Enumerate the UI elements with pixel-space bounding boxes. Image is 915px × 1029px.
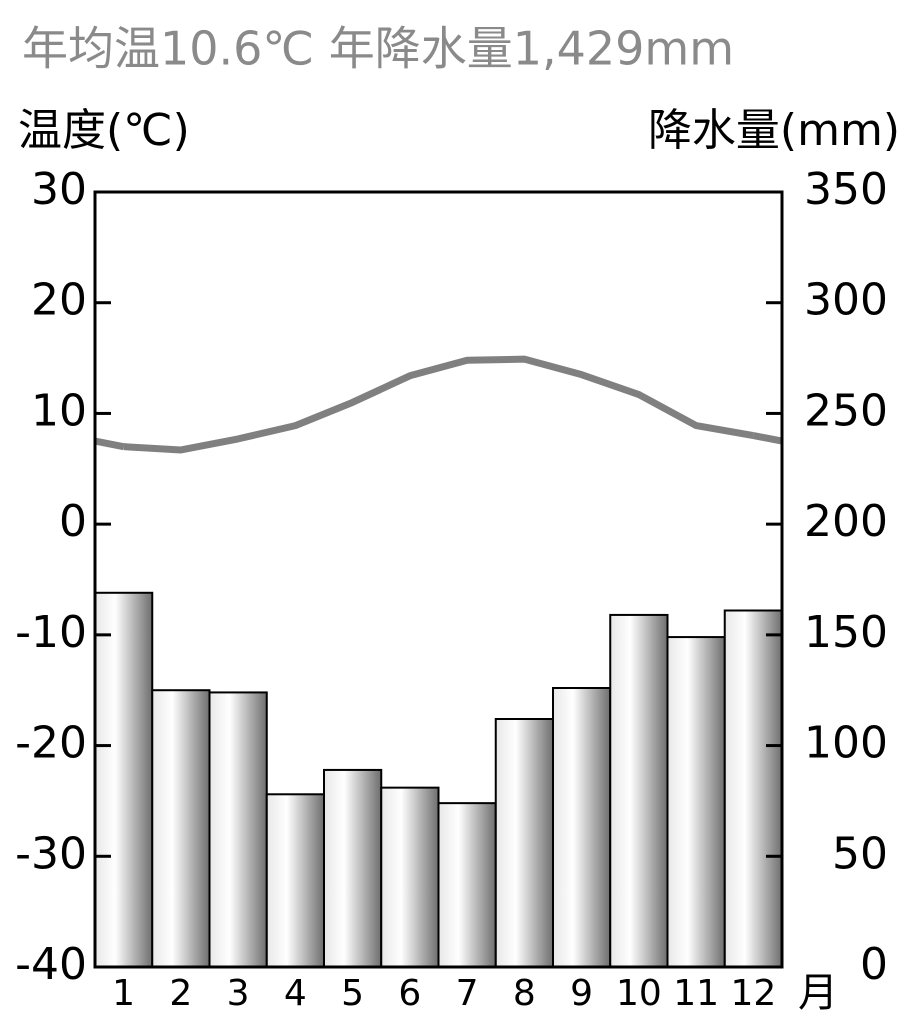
y2-axis-label: 降水量(mm): [648, 105, 900, 156]
x-tick-label: 12: [730, 973, 776, 1014]
bar: [265, 793, 325, 968]
y2-tick-label: 300: [804, 275, 888, 326]
y-tick-label: -40: [15, 939, 87, 990]
y2-tick-label: 0: [860, 939, 888, 990]
bar: [437, 802, 497, 969]
y2-tick-label: 50: [832, 828, 888, 879]
bar: [494, 718, 554, 968]
x-tick-label: 9: [570, 973, 593, 1014]
y-tick-label: 0: [59, 496, 87, 547]
y2-tick-label: 200: [804, 496, 888, 547]
x-axis-label: 月: [798, 970, 838, 1016]
line-edge: [94, 437, 125, 451]
x-tick-label: 3: [227, 973, 250, 1014]
x-tick-label: 7: [456, 973, 479, 1014]
y-tick-label: -20: [15, 718, 87, 769]
y2-tick-label: 100: [804, 718, 888, 769]
x-tick-label: 5: [341, 973, 364, 1014]
x-tick-label: 8: [513, 973, 536, 1014]
x-tick-label: 6: [398, 973, 421, 1014]
x-tick-label: 4: [284, 973, 307, 1014]
y-tick-label: 20: [31, 275, 87, 326]
x-tick-label: 2: [169, 973, 192, 1014]
bar: [380, 786, 440, 969]
temperature-line: [123, 355, 754, 454]
y2-tick-label: 150: [804, 607, 888, 658]
chart-title: 年均温10.6℃ 年降水量1,429mm: [22, 22, 734, 76]
line-edge: [752, 432, 783, 445]
y-tick-label: -30: [15, 828, 87, 879]
y-tick-label: 30: [31, 164, 87, 215]
bar: [151, 689, 211, 968]
bar: [94, 591, 154, 968]
y-tick-label: 10: [31, 385, 87, 436]
bar: [208, 691, 268, 969]
bar: [723, 609, 783, 968]
y-axis-label: 温度(℃): [18, 105, 190, 156]
x-tick-label: 1: [112, 973, 135, 1014]
bar: [666, 636, 726, 968]
plot-frame: [93, 190, 784, 969]
x-tick-label: 11: [673, 973, 719, 1014]
bar: [552, 687, 612, 968]
bar: [609, 613, 669, 969]
y-tick-label: -10: [15, 607, 87, 658]
y2-tick-label: 250: [804, 385, 888, 436]
y2-tick-label: 350: [804, 164, 888, 215]
x-tick-label: 10: [616, 973, 662, 1014]
bar: [323, 768, 383, 969]
